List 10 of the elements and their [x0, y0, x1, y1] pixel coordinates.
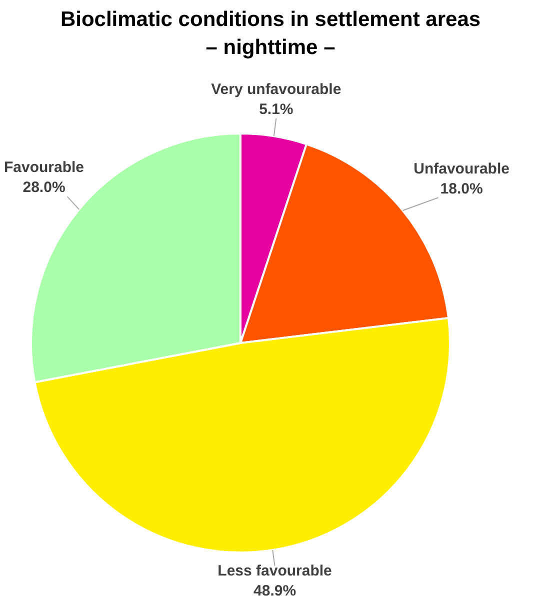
- slice-label: Less favourable: [218, 562, 332, 580]
- slice-label: Very unfavourable: [211, 81, 342, 98]
- chart-title: Bioclimatic conditions in settlement areas: [59, 7, 482, 33]
- slice-label: Unfavourable: [414, 160, 510, 178]
- slice-label: Favourable: [4, 159, 84, 176]
- data-label: 5.1%: [259, 101, 294, 118]
- data-label: 18.0%: [440, 180, 483, 198]
- data-label: 28.0%: [22, 179, 66, 196]
- data-label: 48.9%: [253, 582, 296, 600]
- chart-subtitle: – nighttime –: [204, 35, 336, 61]
